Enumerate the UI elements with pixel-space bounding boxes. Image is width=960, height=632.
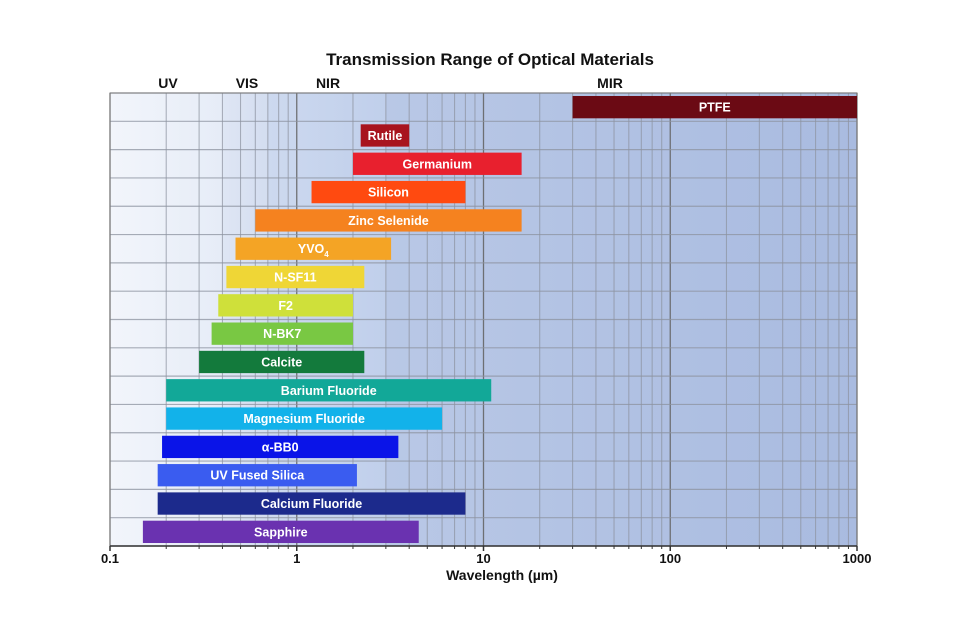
bar-ptfe: PTFE: [572, 96, 857, 119]
bar: [235, 237, 392, 260]
bar-label: Germanium: [403, 157, 472, 171]
region-label: NIR: [316, 75, 340, 91]
x-tick-label: 10: [476, 551, 490, 566]
bar-label: Barium Fluoride: [281, 384, 377, 398]
bar--bb0: α-BB0: [162, 435, 399, 459]
bar-label: N-BK7: [263, 327, 301, 341]
bar-barium-fluoride: Barium Fluoride: [166, 379, 492, 402]
bar: [211, 322, 353, 345]
bar: [157, 492, 466, 515]
bar: [218, 294, 353, 317]
bar-label: Zinc Selenide: [348, 214, 429, 228]
region-label: VIS: [236, 75, 259, 91]
region-label: UV: [158, 75, 178, 91]
bar: [226, 265, 365, 289]
x-tick-label: 1: [293, 551, 300, 566]
bar-label: UV Fused Silica: [210, 469, 305, 483]
region-label: MIR: [597, 75, 623, 91]
bar-magnesium-fluoride: Magnesium Fluoride: [166, 407, 443, 430]
bar-label: Magnesium Fluoride: [243, 412, 365, 426]
x-axis-label: Wavelength (µm): [446, 567, 558, 583]
bar-label: N-SF11: [274, 271, 316, 285]
bar-n-bk7: N-BK7: [211, 322, 353, 345]
bar: [352, 152, 522, 175]
bar-f2: F2: [218, 294, 353, 317]
bar-label: Calcium Fluoride: [261, 497, 362, 511]
x-tick-label: 1000: [843, 551, 872, 566]
x-tick-label: 100: [659, 551, 681, 566]
bar-label: YVO4: [298, 242, 329, 259]
bar-silicon: Silicon: [311, 180, 466, 204]
bar: [157, 464, 357, 487]
bar: [142, 520, 419, 543]
bar-rutile: Rutile: [360, 124, 410, 147]
x-tick-label: 0.1: [101, 551, 119, 566]
bar: [166, 407, 443, 430]
bar-calcite: Calcite: [199, 350, 365, 374]
bar-label: PTFE: [699, 101, 731, 115]
bar-n-sf11: N-SF11: [226, 265, 365, 289]
bar: [311, 180, 466, 204]
bar-label: Calcite: [261, 355, 302, 369]
bar: [162, 435, 399, 459]
bar: [572, 96, 857, 119]
bar-germanium: Germanium: [352, 152, 522, 175]
bar: [360, 124, 410, 147]
bar-label: F2: [278, 299, 293, 313]
bar-yvo: YVO4: [235, 237, 392, 260]
bar-label: Sapphire: [254, 525, 308, 539]
bar-label: Silicon: [368, 186, 409, 200]
bar: [166, 379, 492, 402]
bar-label: Rutile: [368, 129, 403, 143]
bar: [255, 209, 522, 232]
bar-calcium-fluoride: Calcium Fluoride: [157, 492, 466, 515]
bar-label: α-BB0: [262, 440, 299, 454]
bar-zinc-selenide: Zinc Selenide: [255, 209, 522, 232]
bar: [199, 350, 365, 374]
chart-title: Transmission Range of Optical Materials: [326, 50, 654, 69]
bar-sapphire: Sapphire: [142, 520, 419, 543]
bar-uv-fused-silica: UV Fused Silica: [157, 464, 357, 487]
